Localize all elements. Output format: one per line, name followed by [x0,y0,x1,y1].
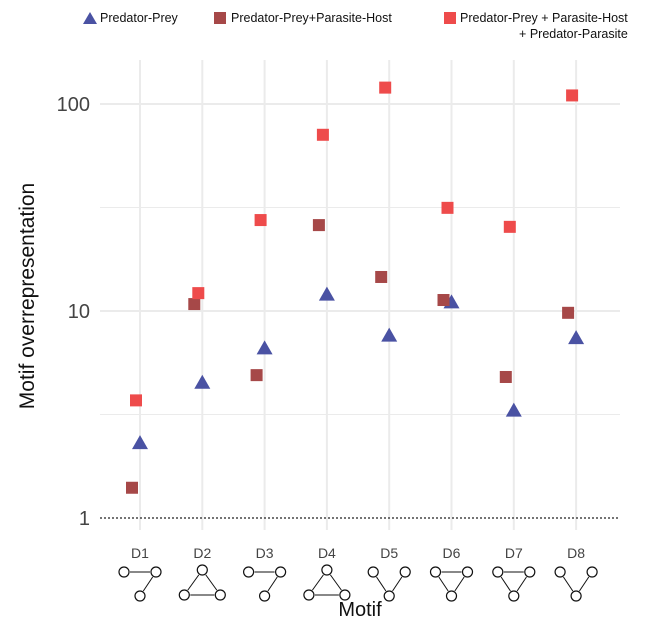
motif-diagram-icon [367,566,411,602]
x-tick-label: D3 [256,545,274,561]
x-axis-title: Motif [338,599,382,621]
motif-diagram-icon [118,566,162,602]
data-point-triangle [568,330,585,345]
data-point-square [437,294,450,307]
data-point-square [499,370,512,383]
data-point-triangle [505,402,522,417]
legend-square-marker [214,12,226,24]
motif-diagram-icon [429,566,474,602]
data-point-square [566,89,579,102]
motif-diagram-icon [303,564,351,601]
legend-label: Predator-Prey [100,11,178,25]
y-tick-label: 10 [68,301,90,323]
x-tick-label: D1 [131,545,149,561]
legend-label: Predator-Prey+Parasite-Host [231,11,392,25]
data-point-square [375,270,388,283]
data-point-triangle [381,327,398,342]
legend: Predator-Prey Predator-Prey+Parasite-Hos… [0,10,657,50]
y-tick-label: 1 [79,508,90,530]
data-point-square [312,219,325,232]
data-point-square [562,306,575,319]
data-point-triangle [256,340,273,355]
data-point-square [379,81,392,94]
y-tick-label: 100 [57,94,90,116]
data-point-square [254,214,267,227]
motif-diagram-icon [492,566,536,602]
x-tick-label: D6 [443,545,461,561]
x-tick-label: D5 [380,545,398,561]
data-point-triangle [194,374,211,389]
data-point-square [188,298,201,311]
x-tick-label: D7 [505,545,523,561]
y-axis-title: Motif overrepresentation [16,183,39,409]
legend-triangle-marker [83,12,97,24]
data-point-triangle [318,286,335,301]
x-tick-label: D4 [318,545,336,561]
data-point-triangle [132,435,148,450]
motif-diagram-icon [554,566,598,602]
legend-square-marker [444,12,456,24]
data-point-square [441,201,454,214]
data-point-square [316,128,329,141]
data-point-square [250,369,263,382]
data-point-square [126,481,138,494]
motif-diagram-icon [178,564,226,601]
data-point-square [192,287,205,300]
x-tick-label: D2 [193,545,211,561]
motif-diagram-icon [243,566,287,602]
data-point-square [503,220,516,233]
x-tick-label: D8 [567,545,585,561]
data-point-square [130,394,142,407]
legend-label: Predator-Prey + Parasite-Host + Predator… [460,11,628,41]
